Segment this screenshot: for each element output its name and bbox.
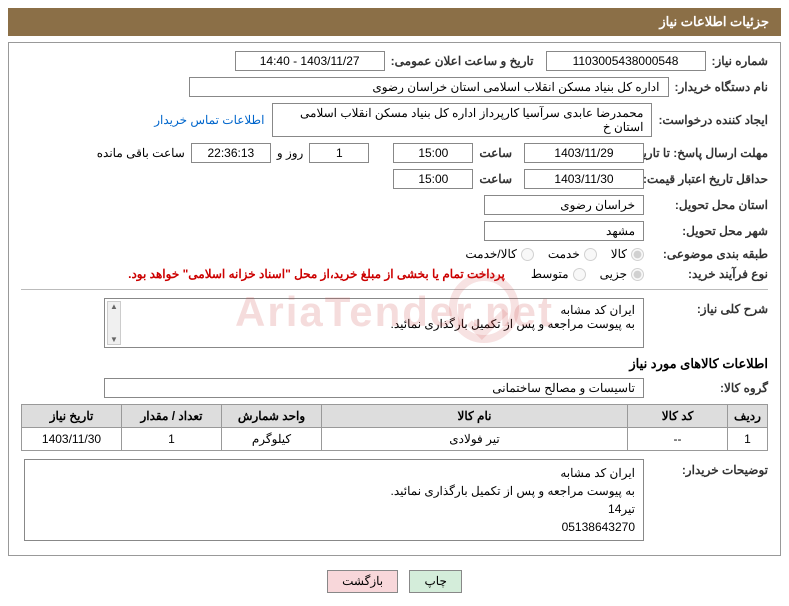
- radio-both-input: [521, 248, 534, 261]
- th-date: تاریخ نیاز: [22, 405, 122, 428]
- validity-time-field: 15:00: [393, 169, 473, 189]
- radio-medium-label: متوسط: [531, 267, 569, 281]
- time-remaining-field: 22:36:13: [191, 143, 271, 163]
- deadline-time-field: 15:00: [393, 143, 473, 163]
- notes-l2: به پیوست مراجعه و پس از تکمیل بارگذاری ن…: [33, 482, 635, 500]
- radio-partial-input: [631, 268, 644, 281]
- footer-buttons: چاپ بازگشت: [0, 562, 789, 601]
- cell-name: تیر فولادی: [322, 428, 628, 451]
- desc-line2: به پیوست مراجعه و پس از تکمیل بارگذاری ن…: [113, 317, 635, 331]
- time-label-1: ساعت: [479, 146, 512, 160]
- table-row: 1 -- تیر فولادی کیلوگرم 1 1403/11/30: [22, 428, 768, 451]
- radio-service[interactable]: خدمت: [548, 247, 597, 261]
- cell-row: 1: [728, 428, 768, 451]
- goods-table: ردیف کد کالا نام کالا واحد شمارش تعداد /…: [21, 404, 768, 451]
- radio-medium-input: [573, 268, 586, 281]
- desc-line1: ایران کد مشابه: [113, 303, 635, 317]
- payment-note: پرداخت تمام یا بخشی از مبلغ خرید،از محل …: [128, 267, 505, 281]
- th-row: ردیف: [728, 405, 768, 428]
- deadline-label: مهلت ارسال پاسخ: تا تاریخ:: [650, 146, 768, 160]
- city-label: شهر محل تحویل:: [650, 224, 768, 238]
- radio-goods-label: کالا: [611, 247, 627, 261]
- notes-l4: 05138643270: [33, 518, 635, 536]
- radio-goods-input: [631, 248, 644, 261]
- announce-label: تاریخ و ساعت اعلان عمومی:: [391, 54, 534, 68]
- remaining-label: ساعت باقی مانده: [97, 146, 185, 160]
- requester-field: محمدرضا عابدی سرآسیا کارپرداز اداره کل ب…: [272, 103, 652, 137]
- cell-date: 1403/11/30: [22, 428, 122, 451]
- print-button[interactable]: چاپ: [409, 570, 461, 593]
- announce-field: 1403/11/27 - 14:40: [235, 51, 385, 71]
- desc-general-label: شرح کلی نیاز:: [650, 298, 768, 316]
- radio-service-label: خدمت: [548, 247, 580, 261]
- radio-partial[interactable]: جزیی: [600, 267, 644, 281]
- buyer-notes-box: ایران کد مشابه به پیوست مراجعه و پس از ت…: [24, 459, 644, 541]
- province-label: استان محل تحویل:: [650, 198, 768, 212]
- th-code: کد کالا: [628, 405, 728, 428]
- city-field: مشهد: [484, 221, 644, 241]
- validity-date-field: 1403/11/30: [524, 169, 644, 189]
- back-button[interactable]: بازگشت: [327, 570, 398, 593]
- radio-partial-label: جزیی: [600, 267, 627, 281]
- goods-info-title: اطلاعات کالاهای مورد نیاز: [21, 356, 768, 372]
- goods-group-label: گروه کالا:: [650, 381, 768, 395]
- th-unit: واحد شمارش: [222, 405, 322, 428]
- radio-medium[interactable]: متوسط: [531, 267, 586, 281]
- need-number-field: 1103005438000548: [546, 51, 706, 71]
- radio-both-label: کالا/خدمت: [465, 247, 516, 261]
- goods-group-field: تاسیسات و مصالح ساختمانی: [104, 378, 644, 398]
- days-and-label: روز و: [277, 146, 304, 160]
- cell-code: --: [628, 428, 728, 451]
- validity-label: حداقل تاریخ اعتبار قیمت: تا تاریخ:: [650, 172, 768, 186]
- page-title: جزئیات اطلاعات نیاز: [8, 8, 781, 36]
- cell-unit: کیلوگرم: [222, 428, 322, 451]
- radio-service-input: [584, 248, 597, 261]
- radio-both[interactable]: کالا/خدمت: [465, 247, 533, 261]
- process-label: نوع فرآیند خرید:: [650, 267, 768, 281]
- scrollbar-icon[interactable]: [107, 301, 121, 345]
- need-number-label: شماره نیاز:: [712, 54, 768, 68]
- cell-qty: 1: [122, 428, 222, 451]
- time-label-2: ساعت: [479, 172, 512, 186]
- buyer-org-label: نام دستگاه خریدار:: [675, 80, 769, 94]
- contact-link[interactable]: اطلاعات تماس خریدار: [154, 113, 264, 127]
- days-remaining-field: 1: [309, 143, 369, 163]
- desc-general-box: ایران کد مشابه به پیوست مراجعه و پس از ت…: [104, 298, 644, 348]
- category-label: طبقه بندی موضوعی:: [650, 247, 768, 261]
- buyer-notes-label: توضیحات خریدار:: [650, 459, 768, 477]
- buyer-org-field: اداره کل بنیاد مسکن انقلاب اسلامی استان …: [189, 77, 669, 97]
- province-field: خراسان رضوی: [484, 195, 644, 215]
- notes-l1: ایران کد مشابه: [33, 464, 635, 482]
- main-form: شماره نیاز: 1103005438000548 تاریخ و ساع…: [8, 42, 781, 556]
- th-name: نام کالا: [322, 405, 628, 428]
- th-qty: تعداد / مقدار: [122, 405, 222, 428]
- deadline-date-field: 1403/11/29: [524, 143, 644, 163]
- requester-label: ایجاد کننده درخواست:: [658, 113, 768, 127]
- notes-l3: تیر14: [33, 500, 635, 518]
- radio-goods[interactable]: کالا: [611, 247, 644, 261]
